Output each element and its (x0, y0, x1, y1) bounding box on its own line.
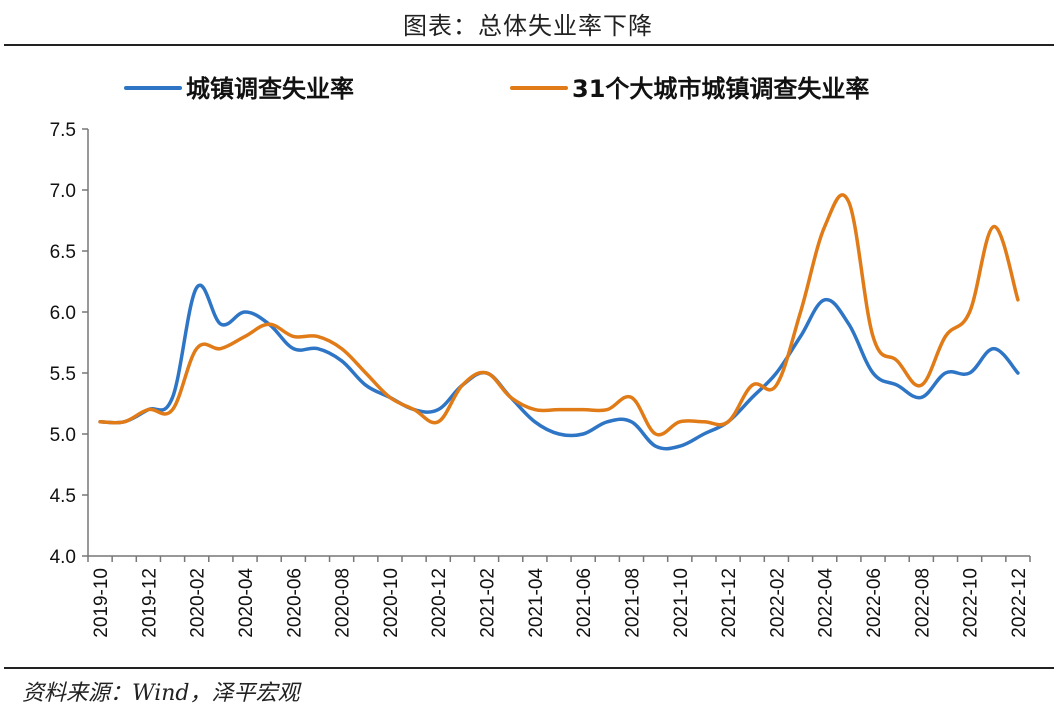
x-tick-label: 2019-10 (91, 568, 112, 638)
x-tick-label: 2020-06 (284, 568, 305, 638)
legend-label-1: 城镇调查失业率 (186, 75, 354, 103)
x-axis: 2019-10 2019-12 2020-02 2020-04 2020-06 2020-… (87, 555, 1031, 638)
x-tick-label: 2020-08 (333, 568, 354, 638)
x-tick-label: 2020-02 (188, 568, 209, 638)
x-tick-label: 2022-10 (961, 568, 982, 638)
legend: 城镇调查失业率 31个大城市城镇调查失业率 (124, 75, 869, 103)
x-tick-label: 2020-04 (236, 568, 257, 638)
line-chart: 城镇调查失业率 31个大城市城镇调查失业率 4.0 4.5 5.0 5.5 6.0 6.5 7… (50, 75, 1031, 638)
y-tick-label: 7.5 (50, 120, 76, 141)
page-title: 图表：总体失业率下降 (403, 12, 653, 40)
y-tick-label: 4.5 (50, 486, 76, 507)
y-tick-label: 5.0 (50, 425, 76, 446)
x-tick-label: 2021-04 (526, 568, 547, 638)
x-tick-label: 2022-02 (767, 568, 788, 638)
x-tick-label: 2022-06 (864, 568, 885, 638)
x-tick-label: 2021-06 (574, 568, 595, 638)
y-tick-label: 7.0 (50, 181, 76, 202)
x-tick-label: 2020-12 (429, 568, 450, 638)
x-tick-label: 2020-10 (381, 568, 402, 638)
x-tick-label: 2019-12 (139, 568, 160, 638)
x-tick-label: 2021-08 (622, 568, 643, 638)
y-tick-label: 4.0 (50, 547, 76, 568)
y-axis: 4.0 4.5 5.0 5.5 6.0 6.5 7.0 7.5 (50, 120, 89, 568)
y-tick-label: 5.5 (50, 364, 76, 385)
series-line-1 (98, 283, 1020, 451)
source-note: 资料来源：Wind，泽平宏观 (22, 681, 300, 706)
series-line-2 (98, 193, 1020, 437)
x-tick-label: 2021-12 (719, 568, 740, 638)
bottom-rule (4, 667, 1054, 669)
legend-label-2: 31个大城市城镇调查失业率 (572, 75, 869, 103)
x-tick-label: 2022-08 (912, 568, 933, 638)
top-rule (4, 44, 1054, 46)
y-tick-label: 6.0 (50, 303, 76, 324)
series-layer (98, 193, 1020, 451)
y-tick-label: 6.5 (50, 242, 76, 263)
x-tick-label: 2021-02 (478, 568, 499, 638)
x-tick-label: 2022-04 (816, 568, 837, 638)
x-tick-label: 2022-12 (1009, 568, 1030, 638)
x-tick-label: 2021-10 (671, 568, 692, 638)
